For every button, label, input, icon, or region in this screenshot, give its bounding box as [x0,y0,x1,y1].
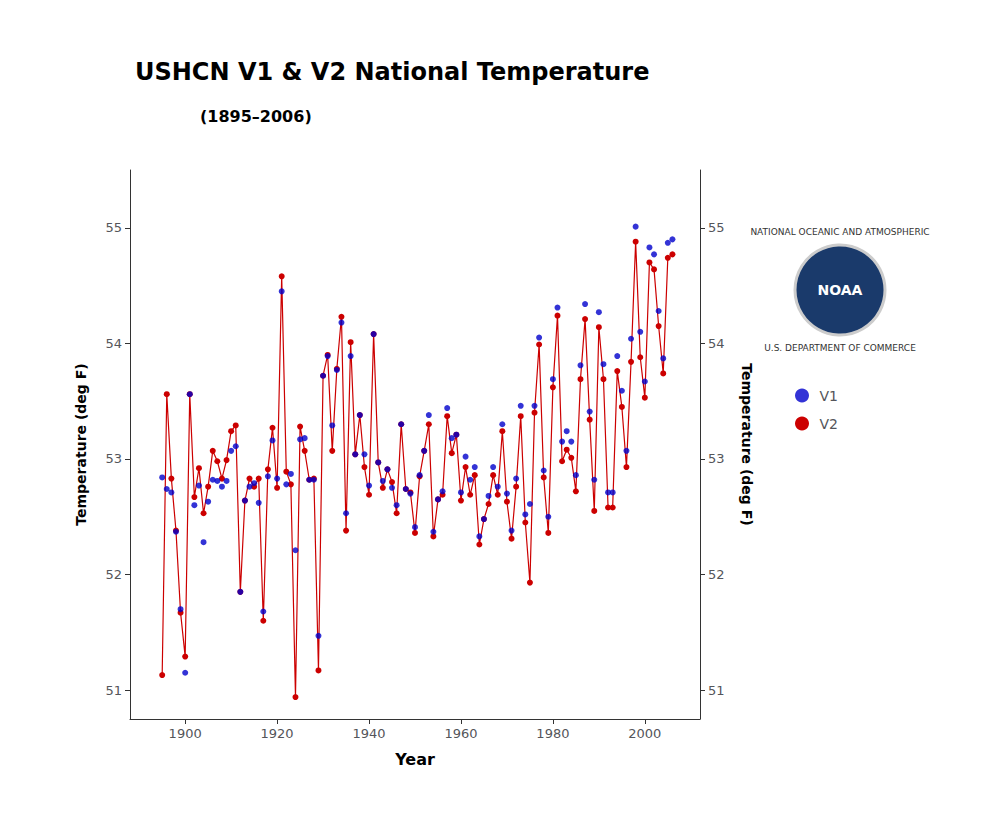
svg-text:Year: Year [394,750,435,769]
svg-text:1960: 1960 [444,726,477,741]
svg-text:55: 55 [105,220,122,235]
svg-text:(1895–2006): (1895–2006) [200,107,312,126]
svg-text:54: 54 [708,336,725,351]
svg-text:1900: 1900 [169,726,202,741]
svg-text:55: 55 [708,220,725,235]
svg-text:51: 51 [105,683,122,698]
svg-text:NOAA: NOAA [818,282,863,298]
svg-text:53: 53 [708,451,725,466]
svg-text:53: 53 [105,451,122,466]
svg-text:1940: 1940 [352,726,385,741]
svg-text:U.S. DEPARTMENT OF COMMERCE: U.S. DEPARTMENT OF COMMERCE [764,343,916,353]
svg-text:USHCN V1 & V2 National Tempera: USHCN V1 & V2 National Temperature [135,58,649,86]
svg-text:52: 52 [105,567,122,582]
svg-text:V1: V1 [820,388,838,404]
svg-text:52: 52 [708,567,725,582]
svg-text:2000: 2000 [628,726,661,741]
svg-text:51: 51 [708,683,725,698]
svg-text:Temperature (deg F): Temperature (deg F) [739,363,755,525]
svg-text:V2: V2 [820,416,838,432]
svg-text:54: 54 [105,336,122,351]
svg-text:NATIONAL OCEANIC AND ATMOSPHER: NATIONAL OCEANIC AND ATMOSPHERIC [750,227,929,237]
svg-text:1980: 1980 [536,726,569,741]
svg-text:Temperature (deg F): Temperature (deg F) [73,363,89,525]
svg-text:1920: 1920 [261,726,294,741]
